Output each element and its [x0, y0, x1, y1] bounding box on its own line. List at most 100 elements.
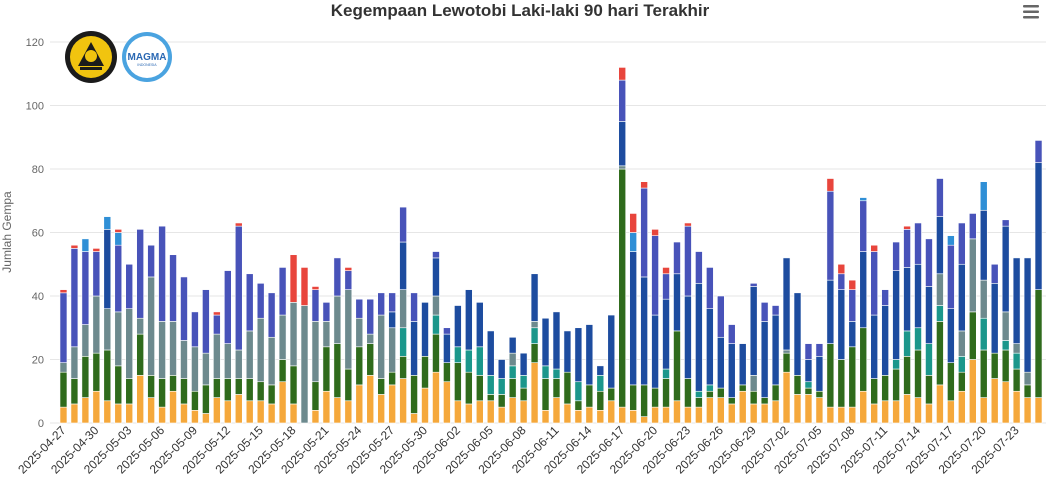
bar-segment — [629, 384, 637, 411]
bar-segment — [224, 400, 232, 424]
bar-segment — [92, 295, 101, 354]
bar-segment — [771, 314, 780, 386]
bar-segment — [421, 356, 429, 389]
bar-segment — [1034, 162, 1043, 290]
bar-segment — [59, 362, 68, 373]
bar-segment — [278, 314, 287, 360]
bar-segment — [563, 371, 572, 405]
y-tick-label: 40 — [32, 291, 44, 303]
bar-segment — [103, 349, 112, 402]
bar-segment — [158, 378, 166, 408]
bar-segment — [59, 406, 68, 424]
bar-segment — [311, 286, 320, 290]
bar-segment — [596, 409, 605, 424]
y-tick-label: 100 — [26, 101, 44, 113]
bar-segment — [793, 375, 802, 395]
bar-segment — [936, 178, 944, 217]
bar-segment — [859, 390, 868, 424]
bar-segment — [684, 225, 692, 297]
y-tick-label: 0 — [38, 418, 44, 430]
bar-segment — [727, 403, 736, 424]
bar-segment — [114, 244, 123, 313]
bar-segment — [958, 371, 966, 392]
bar-segment — [1023, 371, 1032, 386]
magma-logo: MAGMA INDONESIA — [122, 32, 172, 82]
bar-segment — [103, 308, 112, 351]
bar-segment — [388, 327, 396, 373]
bar-segment — [355, 317, 364, 348]
bar-segment — [826, 279, 835, 344]
bar-segment — [771, 305, 780, 316]
bar-segment — [81, 356, 90, 398]
bar-segment — [443, 327, 451, 335]
bar-segment — [92, 248, 101, 252]
bar-segment — [399, 327, 407, 357]
bar-segment — [355, 346, 364, 386]
bar-segment — [114, 232, 123, 246]
bar-segment — [256, 381, 265, 402]
bar-segment — [837, 263, 846, 275]
bar-segment — [311, 289, 320, 322]
bar-segment — [289, 302, 298, 367]
bar-segment — [640, 181, 648, 189]
bar-segment — [717, 397, 725, 424]
bar-segment — [903, 229, 911, 268]
bar-segment — [881, 289, 889, 306]
bar-segment — [508, 397, 517, 424]
bar-segment — [859, 197, 868, 202]
bar-segment — [344, 267, 353, 271]
bar-segment — [706, 397, 714, 424]
bar-segment — [377, 394, 385, 424]
bar-segment — [180, 340, 188, 379]
bar-segment — [738, 384, 747, 392]
bar-segment — [81, 238, 90, 252]
bar-segment — [300, 267, 309, 306]
bar-segment — [618, 67, 627, 81]
bar-segment — [475, 346, 484, 376]
bar-segment — [169, 321, 177, 376]
bar-segment — [234, 349, 243, 379]
bar-segment — [465, 371, 473, 405]
bar-segment — [399, 206, 407, 243]
bar-segment — [256, 400, 265, 424]
bar-segment — [574, 409, 583, 424]
bar-segment — [618, 165, 627, 170]
bar-segment — [92, 390, 101, 424]
hamburger-menu-icon[interactable] — [1019, 1, 1043, 23]
bar-segment — [399, 241, 407, 290]
bar-segment — [979, 349, 988, 398]
bar-segment — [70, 378, 79, 405]
bar-segment — [180, 378, 188, 405]
bar-segment — [486, 400, 495, 424]
bar-segment — [410, 375, 418, 414]
bar-segment — [673, 400, 681, 424]
bar-segment — [903, 267, 911, 332]
bar-segment — [804, 359, 813, 383]
bar-segment — [366, 343, 375, 376]
bar-segment — [465, 403, 473, 424]
bar-segment — [1001, 340, 1010, 351]
bar-segment — [914, 397, 922, 424]
bar-segment — [958, 263, 966, 332]
bar-segment — [530, 321, 539, 329]
bar-segment — [793, 394, 802, 424]
bar-segment — [914, 327, 922, 351]
bar-segment — [673, 241, 681, 275]
bar-segment — [706, 308, 714, 386]
bar-segment — [979, 397, 988, 424]
bar-segment — [968, 359, 977, 424]
bar-segment — [629, 213, 637, 233]
bar-segment — [114, 365, 123, 405]
bar-segment — [903, 330, 911, 357]
bar-segment — [443, 362, 451, 383]
bar-segment — [311, 409, 320, 424]
bar-segment — [749, 375, 758, 392]
bar-segment — [202, 413, 210, 424]
bar-segment — [519, 387, 528, 402]
bar-segment — [892, 270, 900, 360]
bar-segment — [651, 229, 659, 236]
bar-segment — [213, 378, 221, 398]
bar-segment — [475, 400, 484, 424]
bar-segment — [837, 289, 846, 360]
bar-segment — [979, 279, 988, 319]
